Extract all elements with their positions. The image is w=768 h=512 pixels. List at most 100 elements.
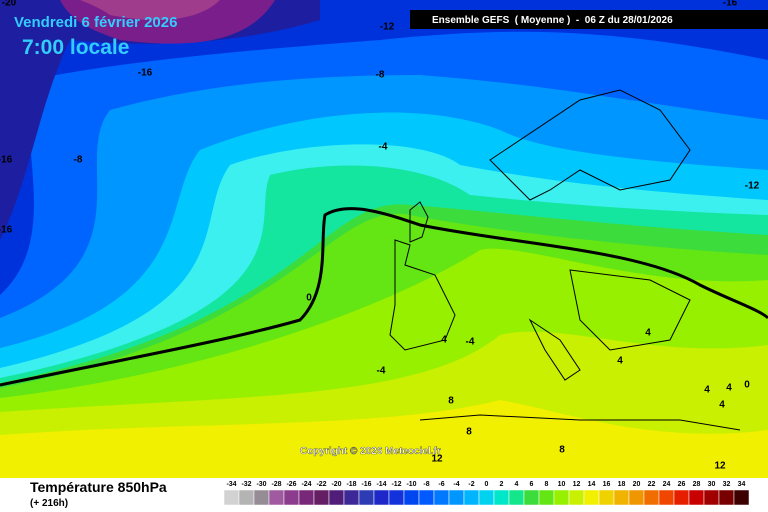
scale-swatch xyxy=(703,489,720,506)
scale-swatch xyxy=(613,489,630,506)
scale-swatch xyxy=(298,489,315,506)
scale-label: 34 xyxy=(738,481,746,488)
scale-swatch xyxy=(733,489,750,506)
contour-label: 12 xyxy=(431,454,443,465)
scale-label: -32 xyxy=(241,481,251,488)
scale-label: -16 xyxy=(361,481,371,488)
variable: Température 850hPa xyxy=(30,479,167,495)
contour-label: -16 xyxy=(0,155,13,166)
scale-label: 12 xyxy=(573,481,581,488)
contour-label: 8 xyxy=(466,427,472,438)
contour-label: 12 xyxy=(714,461,726,472)
contour-labels: -20-16-12-16-8-16-8-4-12-1604-444-444048… xyxy=(0,0,760,472)
scale-swatch xyxy=(553,489,570,506)
scale-label: 16 xyxy=(603,481,611,488)
contour-label: -8 xyxy=(74,155,83,166)
scale-swatch xyxy=(628,489,645,506)
scale-swatch xyxy=(268,489,285,506)
contour-label: 4 xyxy=(441,335,447,346)
scale-swatch xyxy=(478,489,495,506)
scale-label: 8 xyxy=(545,481,549,488)
header-box xyxy=(410,10,768,29)
contour-label: -4 xyxy=(466,337,475,348)
scale-label: 14 xyxy=(588,481,596,488)
scale-label: -8 xyxy=(423,481,429,488)
scale-label: -22 xyxy=(316,481,326,488)
scale-swatch xyxy=(313,489,330,506)
contour-label: -12 xyxy=(745,181,760,192)
scale-label: -14 xyxy=(376,481,386,488)
scale-swatch xyxy=(508,489,525,506)
scale-swatch xyxy=(328,489,345,506)
contour-label: 4 xyxy=(704,385,710,396)
local-time: 7:00 locale xyxy=(22,36,129,59)
scale-label: 32 xyxy=(723,481,731,488)
scale-label: 24 xyxy=(663,481,671,488)
scale-label: -28 xyxy=(271,481,281,488)
scale-swatch xyxy=(568,489,585,506)
scale-label: -18 xyxy=(346,481,356,488)
scale-swatch xyxy=(448,489,465,506)
scale-label: 18 xyxy=(618,481,626,488)
scale-label: -30 xyxy=(256,481,266,488)
scale-label: 26 xyxy=(678,481,686,488)
scale-label: -10 xyxy=(406,481,416,488)
color-scale: -34 -32 -30 -28 -26 -24 -22 -20 -18 -16 -14 -12 -10-… xyxy=(223,481,750,506)
scale-label: -2 xyxy=(468,481,474,488)
date-title: Vendredi 6 février 2026 xyxy=(14,14,177,31)
scale-swatch xyxy=(463,489,480,506)
scale-swatch xyxy=(673,489,690,506)
scale-swatch xyxy=(688,489,705,506)
temperature-field xyxy=(0,0,768,478)
scale-swatch xyxy=(718,489,735,506)
contour-label: 4 xyxy=(645,328,651,339)
scale-label: 10 xyxy=(558,481,566,488)
scale-swatch xyxy=(643,489,660,506)
scale-label: -4 xyxy=(453,481,459,488)
scale-swatch xyxy=(598,489,615,506)
scale-label: 6 xyxy=(530,481,534,488)
scale-swatch xyxy=(238,489,255,506)
contour-label: -16 xyxy=(138,68,153,79)
scale-label: 28 xyxy=(693,481,701,488)
scale-swatch xyxy=(403,489,420,506)
contour-label: 8 xyxy=(448,396,454,407)
contour-label: 4 xyxy=(719,400,725,411)
scale-label: 4 xyxy=(515,481,519,488)
scale-swatch xyxy=(538,489,555,506)
contour-label: -16 xyxy=(723,0,738,9)
scale-swatch xyxy=(253,489,270,506)
scale-label: 0 xyxy=(485,481,489,488)
scale-swatch xyxy=(373,489,390,506)
contour-label: -8 xyxy=(376,70,385,81)
scale-label: 30 xyxy=(708,481,716,488)
contour-label: -4 xyxy=(379,142,388,153)
scale-swatch xyxy=(358,489,375,506)
scale-label: -34 xyxy=(226,481,236,488)
run-info: Ensemble GEFS ( Moyenne ) - 06 Z du 28/0… xyxy=(432,15,673,26)
scale-label: 20 xyxy=(633,481,641,488)
contour-label: 4 xyxy=(617,356,623,367)
scale-label: 22 xyxy=(648,481,656,488)
contour-label: 4 xyxy=(726,383,732,394)
scale-label: -12 xyxy=(391,481,401,488)
lead-time: (+ 216h) xyxy=(30,498,68,509)
scale-swatch xyxy=(493,489,510,506)
scale-swatch xyxy=(343,489,360,506)
scale-swatch xyxy=(283,489,300,506)
scale-swatch xyxy=(418,489,435,506)
scale-label: 2 xyxy=(500,481,504,488)
scale-label: -26 xyxy=(286,481,296,488)
scale-swatch xyxy=(388,489,405,506)
scale-swatch xyxy=(433,489,450,506)
scale-label: -6 xyxy=(438,481,444,488)
scale-swatch xyxy=(223,489,240,506)
contour-label: -16 xyxy=(0,225,13,236)
scale-swatch xyxy=(658,489,675,506)
contour-label: -4 xyxy=(377,366,386,377)
copyright: Copyright © 2026 Meteociel.fr xyxy=(300,446,441,457)
scale-label: -20 xyxy=(331,481,341,488)
contour-label: 0 xyxy=(744,380,750,391)
